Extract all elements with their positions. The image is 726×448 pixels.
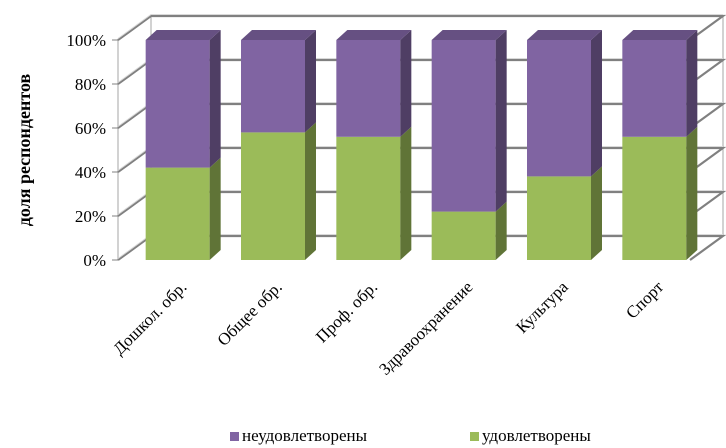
bars	[145, 30, 698, 261]
category-label: Культура	[512, 277, 572, 337]
bar-segment-unsatisfied	[241, 40, 305, 133]
bar-top	[241, 30, 316, 40]
bar-segment-satisfied	[622, 136, 687, 260]
category-label: Здравоохранение	[375, 277, 476, 378]
category-label: Общее обр.	[214, 277, 286, 349]
legend: неудовлетворены удовлетворены	[0, 426, 726, 448]
bar-side	[686, 126, 698, 260]
bar-side	[495, 201, 507, 260]
bar-side	[305, 122, 316, 261]
bar-segment-unsatisfied	[527, 40, 591, 177]
category-label: Дошкол. обр.	[109, 277, 190, 358]
legend-label-unsatisfied: неудовлетворены	[242, 426, 368, 445]
bar-side	[400, 30, 412, 137]
legend-label-satisfied: удовлетворены	[482, 426, 591, 445]
y-tick-label: 40%	[75, 163, 106, 182]
bar-side	[591, 166, 602, 260]
legend-swatch-satisfied	[470, 431, 479, 441]
y-tick-label: 80%	[75, 75, 106, 94]
bar-side	[400, 126, 412, 260]
bar-top	[336, 30, 412, 40]
y-tick-label: 20%	[75, 207, 106, 226]
bar-segment-unsatisfied	[622, 40, 687, 137]
bar-segment-satisfied	[241, 132, 305, 260]
y-tick-labels: 0% 20% 40% 60% 80% 100%	[66, 31, 106, 270]
bar-top	[431, 30, 507, 40]
y-axis-label: доля респондентов	[14, 73, 34, 226]
bar-segment-satisfied	[431, 211, 496, 260]
bar-side	[495, 30, 507, 212]
bar-top	[145, 30, 221, 40]
bar-segment-unsatisfied	[431, 40, 496, 212]
bar-side	[686, 30, 698, 137]
bar-segment-satisfied	[527, 176, 591, 260]
gridline	[117, 14, 726, 41]
y-tick-label: 100%	[66, 31, 106, 50]
legend-item-unsatisfied: неудовлетворены	[230, 426, 367, 446]
gridline-highlight	[117, 14, 723, 39]
category-label: Проф. обр.	[312, 277, 381, 346]
bar-segment-satisfied	[336, 136, 401, 260]
bar-segment-unsatisfied	[145, 40, 210, 168]
legend-item-satisfied: удовлетворены	[470, 426, 591, 446]
bar-side	[209, 30, 221, 168]
bar-side	[305, 30, 316, 133]
category-label: Спорт	[622, 277, 667, 322]
bar-top	[527, 30, 602, 40]
category-labels: Дошкол. обр. Общее обр. Проф. обр.Здравоох…	[109, 277, 667, 379]
bar-side	[591, 30, 602, 177]
y-tick-label: 0%	[83, 251, 106, 270]
bar-segment-satisfied	[145, 167, 210, 260]
bar-segment-unsatisfied	[336, 40, 401, 137]
bar-top	[622, 30, 698, 40]
y-tick-label: 60%	[75, 119, 106, 138]
legend-swatch-unsatisfied	[230, 431, 239, 441]
bar-side	[209, 157, 221, 260]
